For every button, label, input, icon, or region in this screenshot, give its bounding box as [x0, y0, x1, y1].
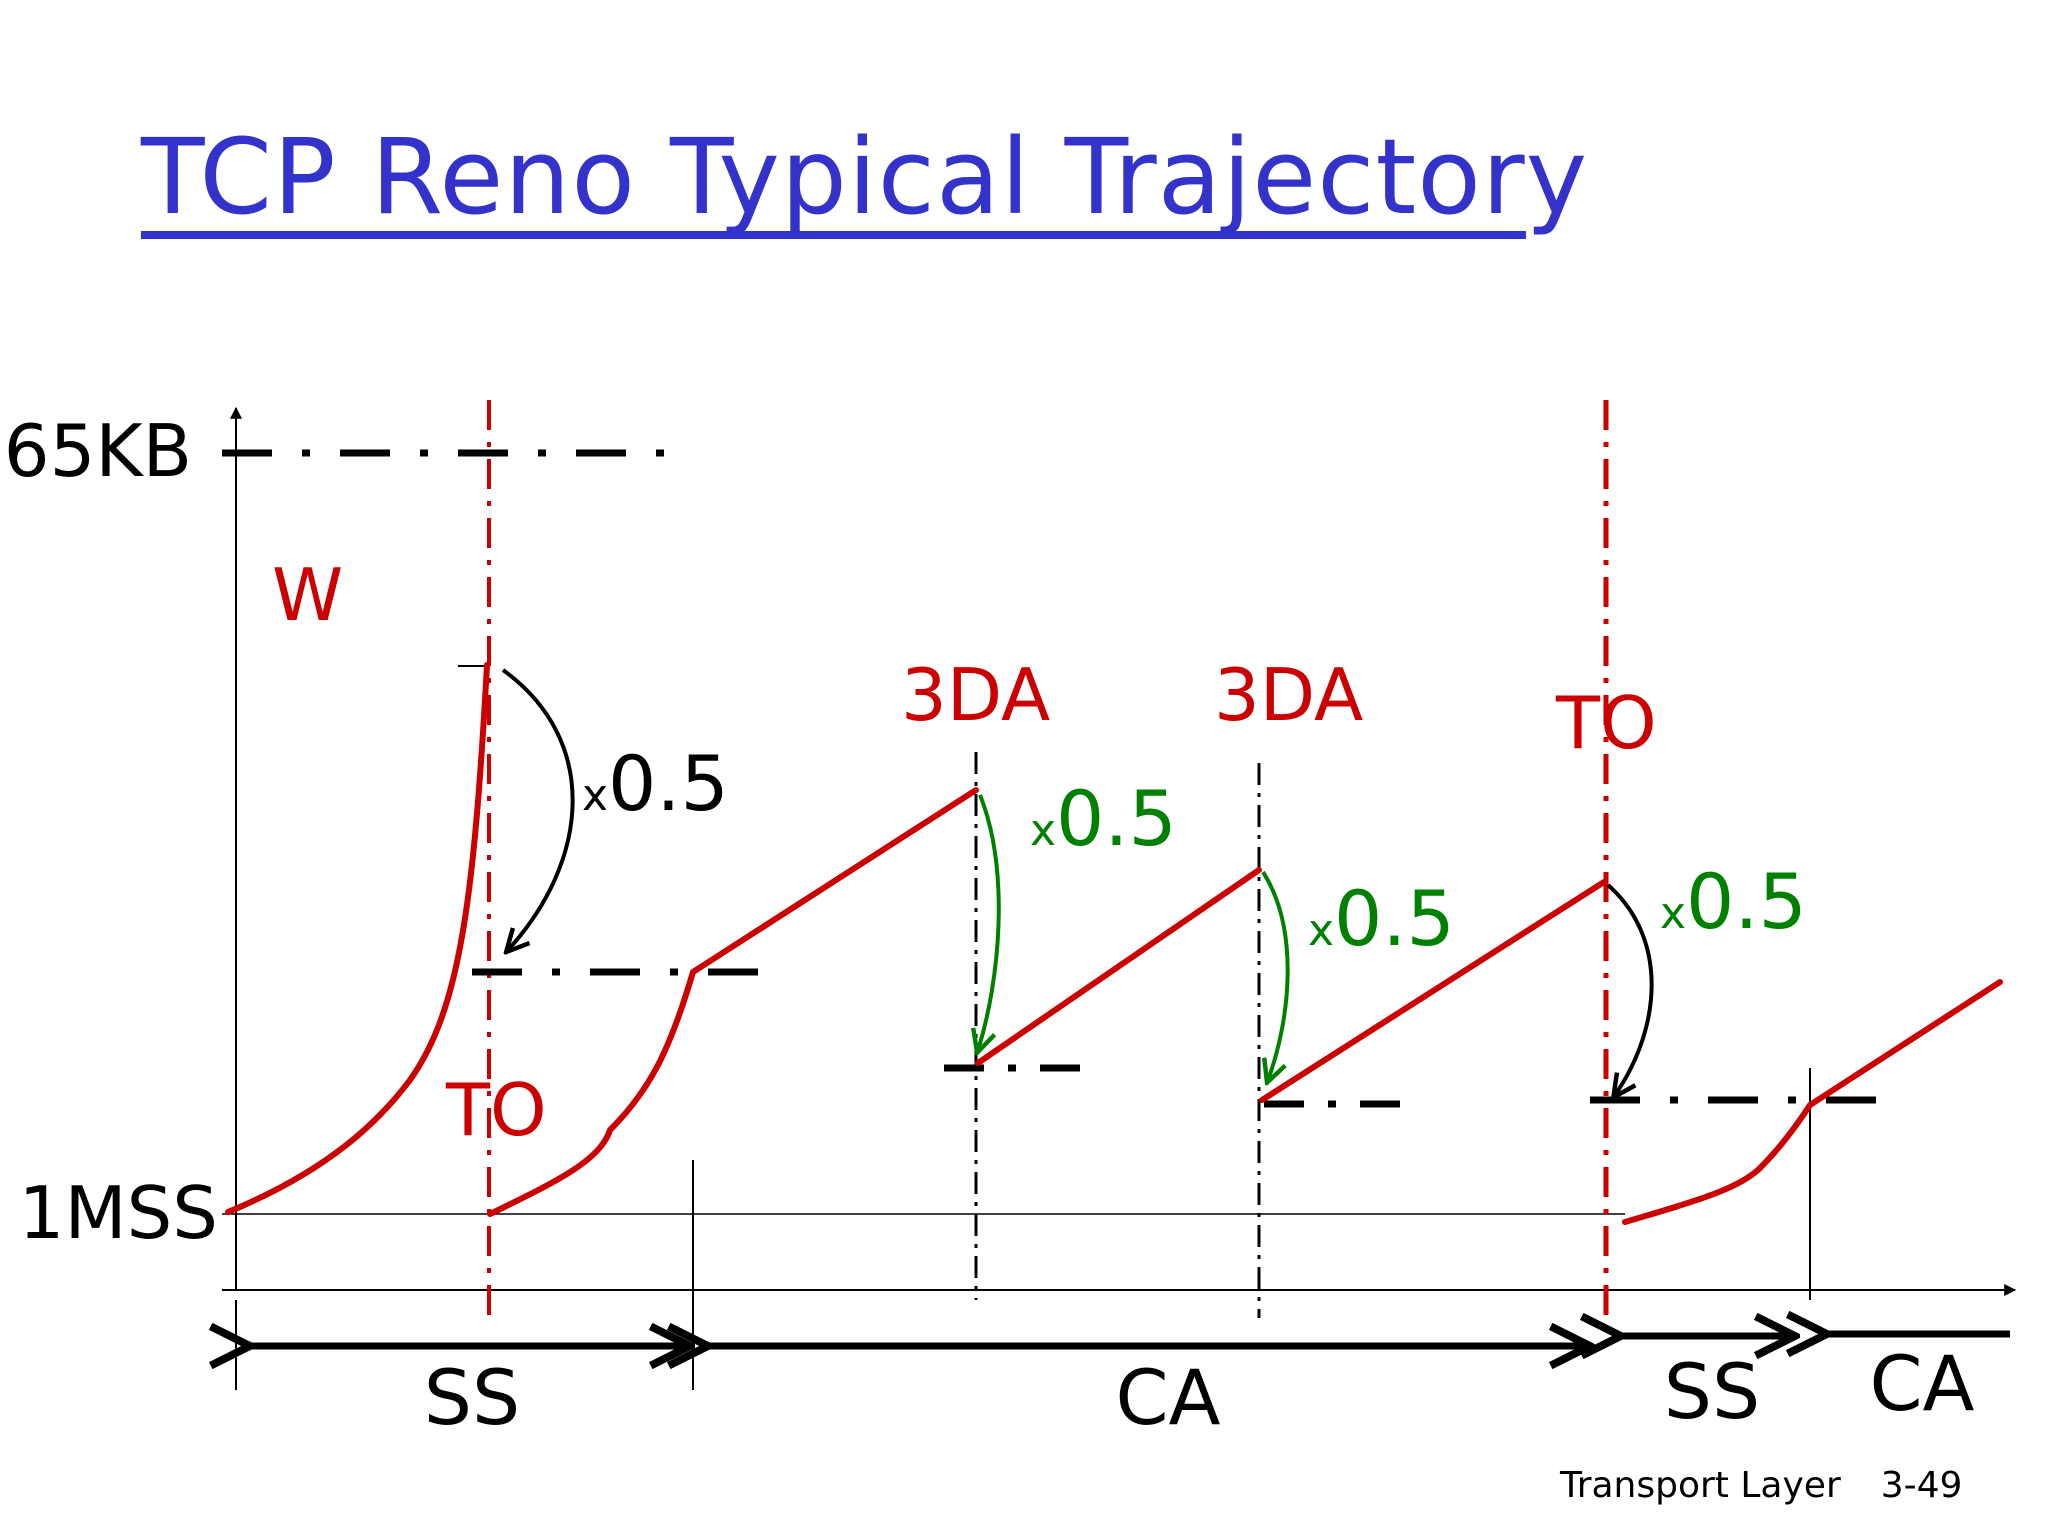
- phase-label-ca-1: CA: [1115, 1353, 1220, 1442]
- event-label-dupack-1: 3DA: [901, 653, 1050, 737]
- halving-arrow-timeout-1: [501, 668, 575, 950]
- slow-start-curve-2: [487, 969, 696, 1217]
- halving-arrow-dupack-2: [1261, 870, 1290, 1080]
- y-axis-top-label: 65KB: [4, 409, 192, 493]
- event-label-timeout-1: TO: [445, 1068, 547, 1152]
- multiplier-value: 0.5: [608, 739, 729, 828]
- slow-start-curve-1: [225, 662, 490, 1215]
- event-label-timeout-2: TO: [1555, 681, 1657, 765]
- phase-label-ca-2: CA: [1869, 1339, 1974, 1428]
- y-axis-bottom-label: 1MSS: [19, 1171, 218, 1255]
- multiplier-prefix: x: [1308, 905, 1334, 956]
- multiplier-prefix: x: [1030, 805, 1056, 856]
- slow-start-curve-3: [1622, 1102, 1813, 1225]
- phase-arrows: [245, 1334, 2010, 1346]
- multiplier-label-1: x0.5: [582, 739, 729, 828]
- halving-arrow-dupack-1: [978, 794, 1001, 1050]
- slide-footer: Transport Layer 3-49: [1560, 1465, 1962, 1506]
- multiplier-value: 0.5: [1334, 874, 1455, 963]
- multiplier-label-3: x0.5: [1308, 874, 1455, 963]
- multiplier-label-2: x0.5: [1030, 774, 1177, 863]
- multiplier-prefix: x: [1660, 888, 1686, 939]
- multiplier-value: 0.5: [1686, 857, 1807, 946]
- title-underline: [141, 231, 1526, 239]
- congestion-avoidance-4: [1807, 979, 2003, 1108]
- phase-label-ss-2: SS: [1664, 1347, 1760, 1436]
- window-variable-label: W: [272, 553, 343, 637]
- slide-title: TCP Reno Typical Trajectory: [141, 116, 1589, 238]
- phase-label-ss-1: SS: [424, 1353, 520, 1442]
- multiplier-prefix: x: [582, 770, 608, 821]
- footer-page-number: 3-49: [1880, 1465, 1963, 1506]
- multiplier-label-4: x0.5: [1660, 857, 1807, 946]
- footer-section: Transport Layer: [1560, 1465, 1841, 1506]
- window-trajectory: [225, 662, 2003, 1225]
- congestion-avoidance-1: [690, 787, 979, 975]
- multiplier-value: 0.5: [1056, 774, 1177, 863]
- halving-arrow-timeout-2: [1606, 883, 1654, 1095]
- congestion-avoidance-2: [975, 867, 1262, 1066]
- congestion-avoidance-3: [1259, 879, 1607, 1103]
- event-label-dupack-2: 3DA: [1214, 653, 1363, 737]
